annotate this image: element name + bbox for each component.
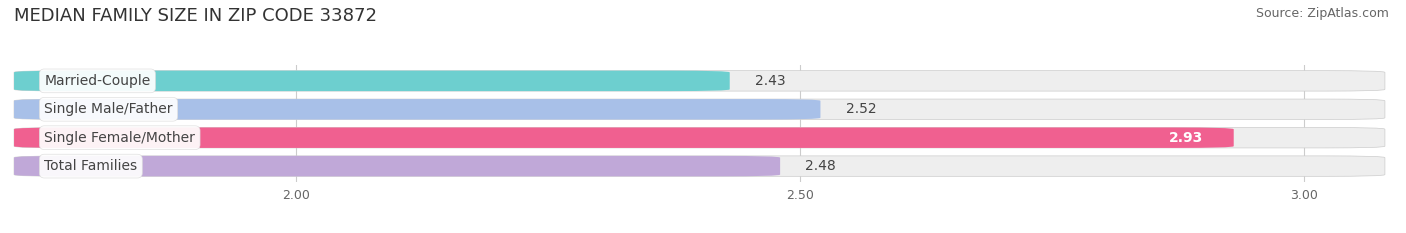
FancyBboxPatch shape [14,156,780,176]
FancyBboxPatch shape [14,99,821,120]
FancyBboxPatch shape [14,127,1233,148]
FancyBboxPatch shape [14,71,730,91]
Text: Source: ZipAtlas.com: Source: ZipAtlas.com [1256,7,1389,20]
Text: MEDIAN FAMILY SIZE IN ZIP CODE 33872: MEDIAN FAMILY SIZE IN ZIP CODE 33872 [14,7,377,25]
Text: 2.52: 2.52 [845,102,876,116]
Text: Single Female/Mother: Single Female/Mother [45,131,195,145]
Text: 2.48: 2.48 [806,159,837,173]
FancyBboxPatch shape [14,71,1385,91]
FancyBboxPatch shape [14,156,1385,176]
FancyBboxPatch shape [14,127,1385,148]
Text: 2.93: 2.93 [1170,131,1204,145]
FancyBboxPatch shape [14,99,1385,120]
Text: Total Families: Total Families [45,159,138,173]
Text: 2.43: 2.43 [755,74,786,88]
Text: Married-Couple: Married-Couple [45,74,150,88]
Text: Single Male/Father: Single Male/Father [45,102,173,116]
